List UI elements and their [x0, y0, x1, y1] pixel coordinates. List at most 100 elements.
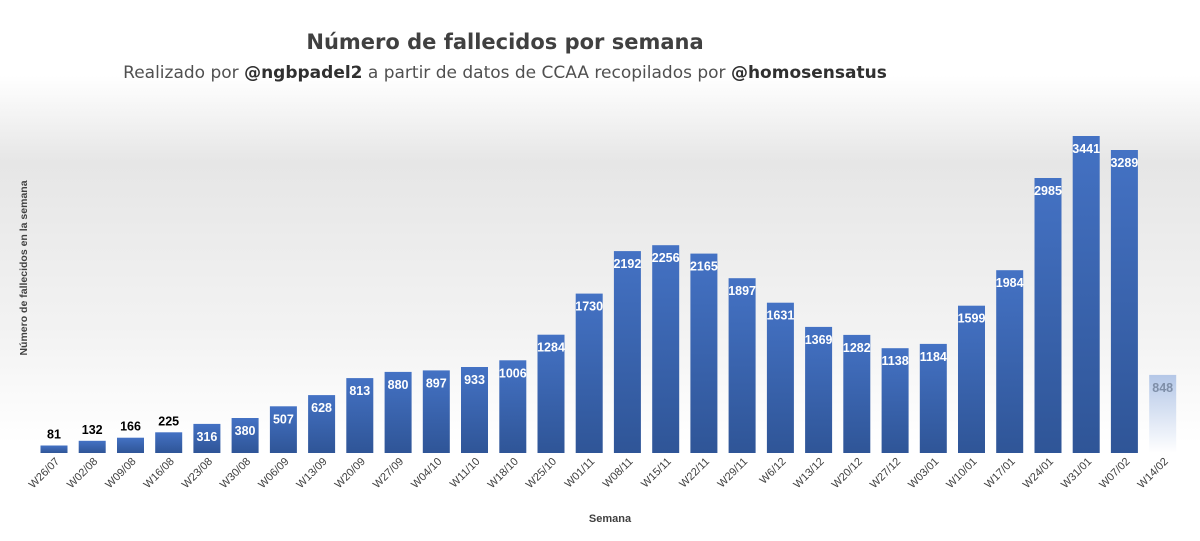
value-label: 1631	[766, 309, 794, 323]
bar-W01/11	[575, 293, 603, 453]
x-tick-label: W14/02	[1136, 456, 1171, 491]
value-label: 3441	[1072, 142, 1100, 156]
x-tick-label: W30/08	[218, 456, 253, 491]
value-label: 1730	[575, 300, 603, 314]
subtitle-middle: a partir de datos de CCAA recopilados po…	[362, 63, 731, 83]
value-label: 2192	[613, 257, 641, 271]
x-tick-label: W04/10	[409, 456, 444, 491]
x-tick-label: W11/10	[448, 456, 483, 491]
value-label: 3289	[1110, 156, 1138, 170]
bar-W17/01	[996, 270, 1024, 453]
bar-W27/09	[384, 371, 412, 453]
value-label: 380	[235, 424, 256, 438]
x-tick-label: W10/01	[944, 456, 979, 491]
x-tick-label: W22/11	[677, 456, 712, 491]
x-tick-label: W27/12	[868, 456, 903, 491]
value-label: 2165	[690, 260, 718, 274]
bar-W16/08	[155, 432, 183, 453]
value-label: 507	[273, 412, 294, 426]
bar-W08/11	[613, 251, 641, 453]
bar-W10/01	[958, 305, 985, 453]
value-label: 848	[1152, 381, 1173, 395]
x-tick-label: W26/07	[27, 456, 62, 491]
chart-subtitle: Realizado por @ngbpadel2 a partir de dat…	[0, 63, 1010, 83]
bar-W11/10	[461, 367, 488, 453]
x-tick-label: W27/09	[371, 456, 406, 491]
x-tick-label: W16/08	[142, 456, 177, 491]
bar-W07/02	[1110, 150, 1138, 453]
x-tick-label: W23/08	[180, 456, 215, 491]
value-label: 1006	[499, 366, 527, 380]
value-label: 1138	[882, 354, 909, 368]
x-tick-label: W03/01	[906, 456, 941, 491]
x-tick-label: W01/11	[563, 456, 598, 491]
x-tick-label: W15/11	[639, 456, 674, 491]
value-label: 897	[426, 376, 447, 390]
value-labels-group: 81 132 166 225 316 380 507 628 813 880 897 933 1006 1…	[47, 142, 1173, 444]
value-label: 1897	[728, 284, 756, 298]
x-tick-label: W09/08	[103, 456, 138, 491]
value-label: 933	[464, 373, 485, 387]
bar-W31/01	[1072, 136, 1100, 453]
value-label: 2985	[1034, 184, 1062, 198]
bar-W26/07	[40, 445, 68, 453]
bar-W20/09	[346, 378, 374, 453]
value-label: 880	[388, 378, 409, 392]
value-label: 316	[196, 430, 217, 444]
bar-W24/01	[1034, 178, 1062, 453]
value-label: 225	[158, 414, 179, 428]
x-tick-labels-group: W26/07 W02/08 W09/08 W16/08 W23/08 W30/08 W06/…	[27, 456, 1171, 491]
value-label: 628	[311, 401, 332, 415]
x-tick-label: W25/10	[524, 456, 559, 491]
subtitle-author: @ngbpadel2	[244, 63, 363, 83]
value-label: 1284	[537, 341, 565, 355]
chart-title: Número de fallecidos por semana	[306, 30, 704, 54]
x-axis-label: Semana	[589, 513, 632, 525]
bar-W03/01	[919, 343, 947, 453]
bars-group	[40, 136, 1177, 453]
bar-W25/10	[537, 334, 565, 453]
value-label: 132	[82, 423, 103, 437]
bar-W27/12	[881, 348, 909, 453]
x-tick-label: W31/01	[1059, 456, 1094, 491]
x-tick-label: W20/12	[830, 456, 865, 491]
x-tick-label: W18/10	[486, 456, 521, 491]
value-label: 1599	[958, 312, 986, 326]
x-tick-label: W6/12	[758, 456, 789, 487]
bar-W6/12	[766, 302, 794, 453]
value-label: 1984	[996, 276, 1024, 290]
x-tick-label: W17/01	[983, 456, 1018, 491]
value-label: 1282	[843, 341, 871, 355]
subtitle-source: @homosensatus	[730, 63, 887, 83]
bar-W06/09	[269, 406, 297, 453]
bar-W14/02	[1149, 374, 1177, 453]
x-tick-label: W08/11	[601, 456, 636, 491]
x-tick-label: W02/08	[65, 456, 100, 491]
x-tick-label: W29/11	[716, 456, 751, 491]
x-tick-label: W13/09	[294, 456, 329, 491]
x-tick-label: W24/01	[1021, 456, 1056, 491]
x-tick-label: W20/09	[333, 456, 368, 491]
value-label: 81	[47, 428, 61, 442]
bar-W15/11	[652, 245, 680, 453]
bar-W02/08	[78, 440, 106, 453]
bar-W04/10	[422, 370, 450, 453]
subtitle-prefix: Realizado por	[123, 63, 245, 83]
x-tick-label: W13/12	[791, 456, 826, 491]
bar-W13/12	[805, 326, 833, 453]
bar-W30/08	[231, 418, 259, 453]
x-tick-label: W07/02	[1097, 456, 1132, 491]
bar-W29/11	[728, 278, 756, 453]
value-label: 1184	[920, 350, 947, 364]
x-tick-label: W06/09	[256, 456, 291, 491]
bar-W23/08	[193, 423, 221, 453]
bar-W13/09	[308, 395, 336, 453]
bar-W09/08	[117, 437, 144, 453]
value-label: 1369	[805, 333, 833, 347]
bar-W18/10	[499, 360, 527, 453]
bar-W20/12	[843, 334, 871, 453]
value-label: 166	[120, 420, 141, 434]
bar-W22/11	[690, 253, 718, 453]
y-axis-label: Número de fallecidos en la semana	[18, 180, 30, 355]
